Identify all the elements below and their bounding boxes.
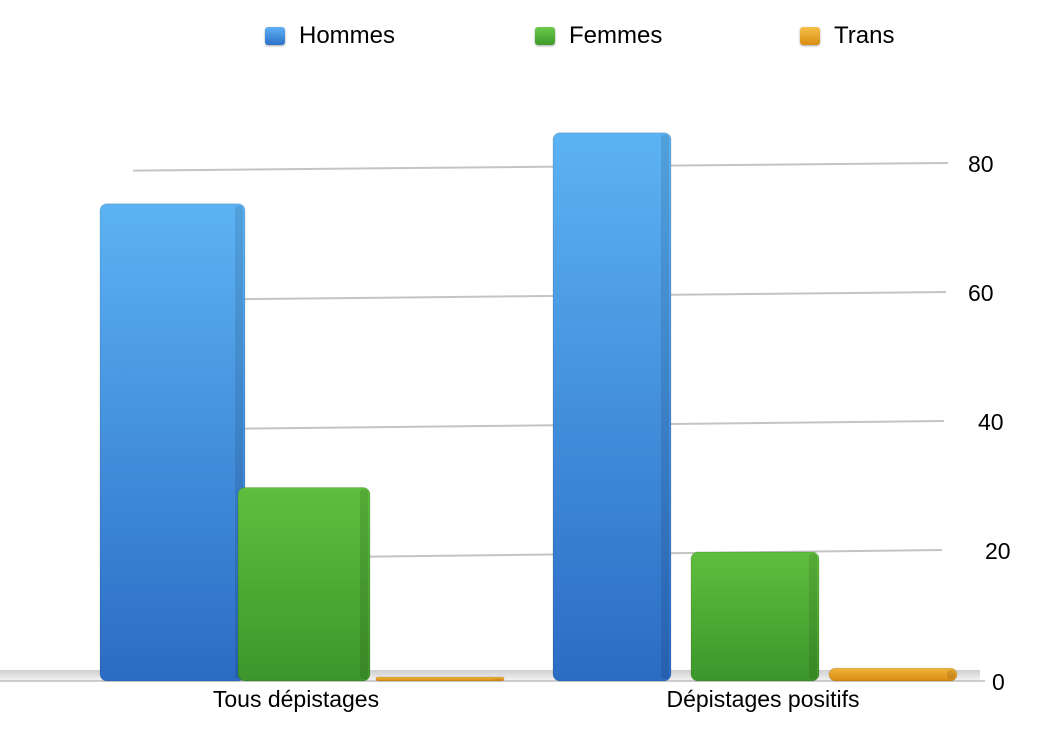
gridline-40 <box>132 420 945 431</box>
bars <box>99 132 958 682</box>
y-tick-label-60: 60 <box>968 280 994 306</box>
y-tick-label-0: 0 <box>992 669 1005 695</box>
gridlines <box>132 162 949 561</box>
bar-trans-tous-depistages <box>375 676 505 682</box>
legend: Hommes Femmes Trans <box>0 22 1058 56</box>
legend-swatch-femmes <box>535 27 555 45</box>
bar-femmes-tous-depistages <box>237 487 371 682</box>
y-tick-label-40: 40 <box>978 409 1004 435</box>
bar-shading <box>809 554 817 679</box>
floor-plane <box>0 670 980 681</box>
legend-label-trans: Trans <box>834 22 895 49</box>
legend-swatch-hommes <box>265 27 285 45</box>
legend-label-femmes: Femmes <box>569 22 663 49</box>
bar-hommes-depistages-positifs <box>552 132 672 682</box>
gridline-80 <box>132 162 949 172</box>
bar-shading <box>947 670 955 679</box>
legend-label-hommes: Hommes <box>299 22 396 49</box>
legend-swatch-trans <box>800 27 820 45</box>
bar-hommes-tous-depistages <box>99 203 246 682</box>
x-category-label-1: Dépistages positifs <box>666 686 860 712</box>
bar-shading <box>494 679 502 680</box>
x-category-label-0: Tous dépistages <box>212 686 380 712</box>
y-tick-label-80: 80 <box>968 151 994 177</box>
legend-item-femmes: Femmes <box>535 22 662 50</box>
bar-shading <box>661 134 669 679</box>
y-tick-label-20: 20 <box>985 538 1011 564</box>
legend-item-hommes: Hommes <box>265 22 395 50</box>
gridline-60 <box>132 291 947 302</box>
bar-shading <box>360 489 368 679</box>
bar-trans-depistages-positifs <box>828 667 958 682</box>
bar-femmes-depistages-positifs <box>690 551 820 682</box>
legend-item-trans: Trans <box>800 22 894 50</box>
